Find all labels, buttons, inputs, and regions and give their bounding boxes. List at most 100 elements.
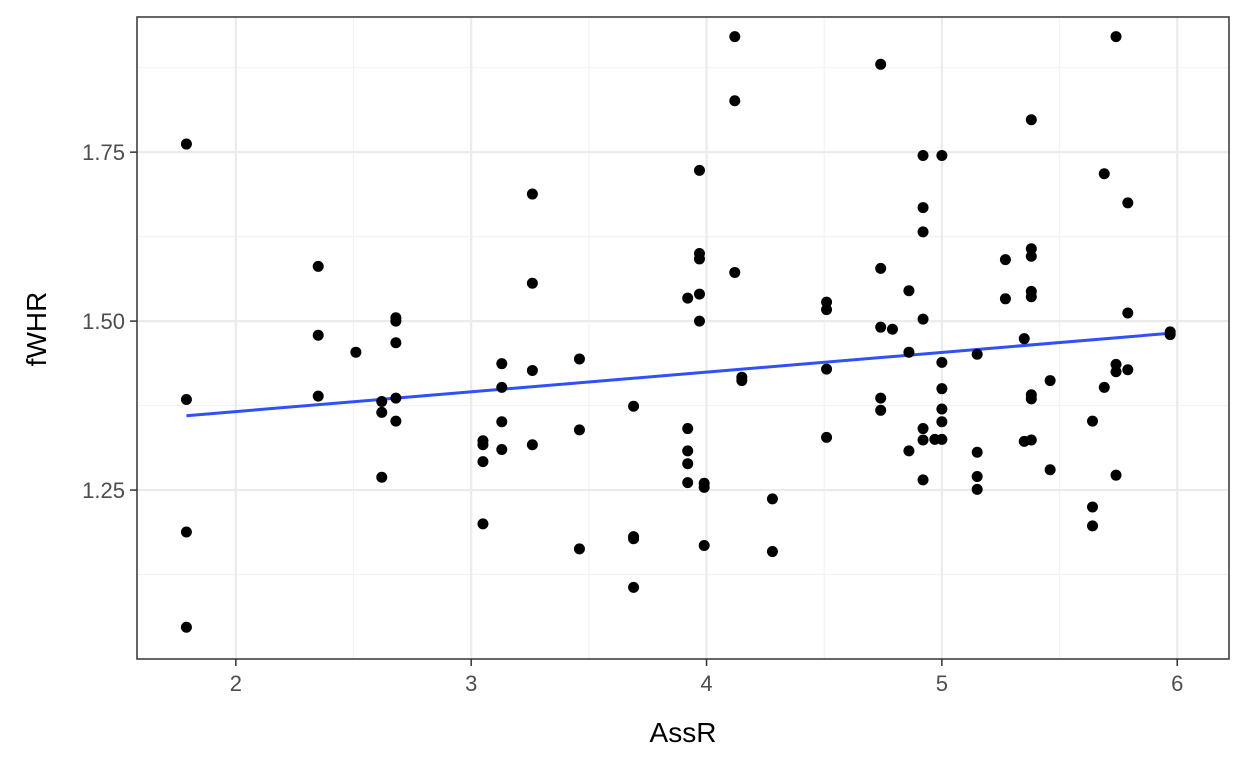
data-point xyxy=(971,446,983,458)
data-point xyxy=(999,293,1011,305)
data-point xyxy=(1044,464,1056,476)
data-point xyxy=(376,406,388,418)
data-point xyxy=(1098,168,1110,180)
data-point xyxy=(477,456,489,468)
data-point xyxy=(917,226,929,238)
data-point xyxy=(693,253,705,265)
data-point xyxy=(729,95,741,107)
data-point xyxy=(875,404,887,416)
data-point xyxy=(390,337,402,349)
data-point xyxy=(936,433,948,445)
data-point xyxy=(526,188,538,200)
data-point xyxy=(1044,375,1056,387)
x-axis-title: AssR xyxy=(650,717,717,748)
data-point xyxy=(698,481,710,493)
data-point xyxy=(526,439,538,451)
x-tick-label: 2 xyxy=(230,671,242,696)
data-point xyxy=(1018,333,1030,345)
data-point xyxy=(312,329,324,341)
data-point xyxy=(693,288,705,300)
data-point xyxy=(917,313,929,325)
data-point xyxy=(1087,501,1098,513)
data-point xyxy=(312,260,324,272)
panel-border xyxy=(136,16,1230,660)
data-point xyxy=(180,621,192,633)
data-point xyxy=(729,266,741,278)
data-point xyxy=(682,458,694,470)
grid-major xyxy=(137,17,1229,659)
data-point xyxy=(1122,307,1134,319)
data-point xyxy=(936,383,948,395)
data-point xyxy=(936,356,948,368)
data-point xyxy=(971,483,983,495)
data-point xyxy=(573,543,585,555)
data-point xyxy=(903,285,915,297)
data-point xyxy=(376,471,388,483)
data-point xyxy=(628,533,640,545)
data-point xyxy=(917,423,929,435)
trend-layer xyxy=(186,331,1171,418)
data-point xyxy=(736,375,748,387)
y-tick-label: 1.75 xyxy=(82,140,125,165)
data-point xyxy=(903,445,915,457)
data-point xyxy=(628,581,640,593)
data-point xyxy=(390,392,402,404)
data-point xyxy=(496,381,508,393)
data-point xyxy=(917,202,929,214)
y-tick-label: 1.25 xyxy=(82,478,125,503)
data-point xyxy=(496,358,508,370)
data-point xyxy=(693,315,705,327)
x-tick-label: 6 xyxy=(1171,671,1183,696)
data-point xyxy=(1087,415,1098,427)
data-point xyxy=(1025,250,1037,262)
x-axis: 2 3 4 5 6 xyxy=(230,659,1183,696)
data-point xyxy=(875,392,887,404)
x-tick-label: 5 xyxy=(936,671,948,696)
data-point xyxy=(496,444,508,456)
data-point xyxy=(999,254,1011,266)
data-point xyxy=(1087,520,1098,532)
data-point xyxy=(1025,114,1037,126)
data-point xyxy=(180,526,192,538)
data-point xyxy=(350,346,362,358)
data-point xyxy=(628,400,640,412)
data-point xyxy=(1110,31,1122,43)
data-point xyxy=(971,348,983,360)
data-point xyxy=(1025,291,1037,303)
data-point xyxy=(886,323,898,335)
y-axis-title: fWHR xyxy=(21,292,52,367)
data-point xyxy=(1122,364,1134,376)
data-point xyxy=(1025,434,1037,446)
data-point xyxy=(821,304,833,316)
data-point xyxy=(1110,366,1122,378)
data-point xyxy=(875,321,887,333)
data-point xyxy=(821,363,833,375)
data-point xyxy=(917,150,929,162)
data-point xyxy=(682,423,694,435)
data-point xyxy=(477,518,489,530)
y-axis: 1.25 1.50 1.75 xyxy=(82,140,137,503)
data-point xyxy=(573,353,585,365)
data-point xyxy=(936,150,948,162)
trend-line xyxy=(186,331,1171,418)
x-tick-label: 3 xyxy=(465,671,477,696)
data-point xyxy=(312,390,324,402)
data-point xyxy=(526,364,538,376)
data-point xyxy=(573,424,585,436)
points-layer xyxy=(180,31,1176,633)
data-point xyxy=(682,292,694,304)
data-point xyxy=(180,138,192,150)
data-point xyxy=(766,493,778,505)
data-point xyxy=(390,315,402,327)
data-point xyxy=(682,477,694,489)
data-point xyxy=(376,396,388,408)
data-point xyxy=(1164,329,1176,341)
data-point xyxy=(180,393,192,405)
data-point xyxy=(917,474,929,486)
data-point xyxy=(496,416,508,428)
data-point xyxy=(698,539,710,551)
data-point xyxy=(936,416,948,428)
